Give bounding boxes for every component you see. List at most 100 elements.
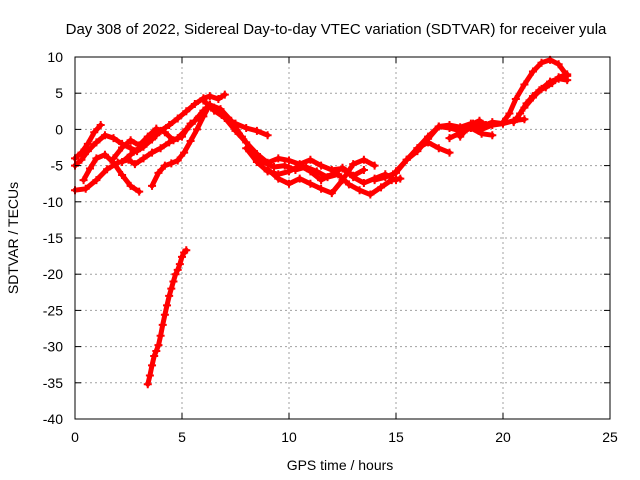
y-tick-label: -10 (43, 194, 63, 210)
series-sat-e (109, 119, 195, 163)
x-tick-label: 5 (178, 429, 186, 445)
data-point (118, 143, 127, 152)
data-point (280, 161, 289, 170)
data-point (156, 144, 165, 153)
data-point (199, 96, 208, 105)
data-point (150, 352, 159, 361)
data-point (499, 118, 507, 127)
data-point (554, 60, 563, 69)
data-point (469, 119, 478, 128)
data-point (317, 176, 326, 185)
data-point (182, 246, 191, 255)
data-point (475, 116, 484, 125)
data-point (83, 139, 92, 148)
data-point (528, 67, 537, 76)
data-point (424, 138, 433, 147)
data-point (252, 150, 261, 159)
data-point (242, 144, 251, 153)
axis-ticks: 0 5 10 15 20 25 10 5 0 -5 -10 -15 -20 -25 -30 -35 -40 (43, 49, 618, 445)
data-point (214, 94, 223, 103)
data-point (537, 58, 546, 67)
data-point (274, 174, 283, 183)
data-point (327, 170, 336, 179)
data-point (327, 189, 336, 198)
data-point (154, 168, 163, 177)
data-point (344, 180, 353, 189)
data-point (167, 284, 176, 293)
data-point (306, 155, 315, 164)
x-tick-label: 0 (71, 429, 79, 445)
data-point (186, 119, 195, 128)
series-sat-u (520, 74, 572, 112)
data-point (118, 157, 127, 166)
data-point (182, 107, 191, 116)
data-point (130, 160, 139, 169)
data-point (252, 157, 261, 166)
series-sat-j (195, 100, 405, 199)
series-sat-g (118, 131, 161, 166)
data-point (377, 183, 386, 192)
data-point (156, 331, 165, 340)
data-point (537, 84, 546, 93)
data-point (210, 103, 219, 112)
data-point (190, 100, 199, 109)
data-point (92, 154, 101, 163)
y-tick-label: -25 (43, 302, 63, 318)
data-point (100, 150, 109, 159)
data-point (178, 132, 186, 141)
data-point (92, 176, 101, 185)
data-point (160, 310, 169, 319)
series-sat-m (263, 155, 379, 198)
data-point (402, 155, 411, 164)
data-point (148, 148, 157, 157)
data-point (165, 291, 174, 300)
x-tick-label: 15 (388, 429, 404, 445)
x-tick-label: 20 (495, 429, 511, 445)
data-point (445, 148, 454, 157)
data-point (85, 164, 94, 173)
data-point (169, 277, 178, 286)
y-tick-label: 5 (55, 85, 63, 101)
data-point (338, 163, 347, 172)
data-point (481, 121, 490, 130)
data-point (263, 165, 272, 174)
data-point (456, 132, 465, 141)
data-point (173, 156, 182, 165)
data-point (163, 301, 172, 310)
data-point (511, 94, 520, 103)
data-point (359, 178, 368, 187)
data-point (109, 154, 118, 163)
data-point (528, 93, 537, 102)
data-point (167, 159, 176, 168)
data-point (148, 181, 157, 190)
data-series (71, 55, 572, 389)
data-point (90, 128, 99, 137)
data-point (126, 136, 135, 145)
data-point (445, 134, 454, 143)
y-tick-label: -20 (43, 266, 63, 282)
series-sat-r (456, 116, 490, 141)
data-point (205, 92, 214, 101)
y-tick-label: -30 (43, 339, 63, 355)
data-point (152, 346, 161, 355)
series-line (81, 152, 142, 195)
data-point (554, 74, 563, 83)
data-point (126, 181, 135, 190)
data-point (100, 131, 109, 140)
data-point (171, 270, 180, 279)
data-point (263, 131, 272, 140)
data-point (520, 115, 529, 124)
data-point (359, 155, 368, 164)
data-point (434, 122, 443, 131)
data-point (118, 171, 127, 180)
data-point (445, 123, 454, 132)
data-point (165, 138, 174, 147)
series-line (414, 139, 452, 156)
data-point (152, 131, 161, 140)
data-point (349, 171, 358, 180)
data-point (186, 136, 195, 145)
series-sat-c (79, 150, 144, 196)
data-point (306, 179, 315, 188)
data-point (180, 148, 189, 157)
